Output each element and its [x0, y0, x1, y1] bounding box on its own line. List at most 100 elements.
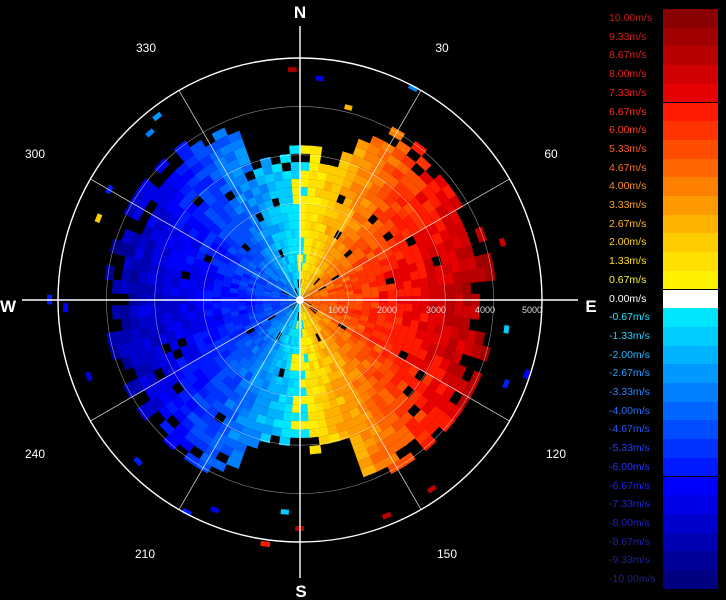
velocity-bin — [262, 164, 274, 176]
velocity-bin — [141, 224, 154, 239]
velocity-bin — [284, 344, 291, 354]
velocity-bin — [441, 325, 453, 339]
velocity-bin — [195, 338, 207, 350]
velocity-bin — [301, 288, 306, 297]
legend-entry: 5.33m/s — [606, 139, 718, 159]
velocity-bin — [370, 302, 380, 309]
velocity-bin — [187, 287, 197, 297]
velocity-bin — [234, 323, 244, 332]
velocity-bin — [414, 429, 431, 445]
velocity-bin — [198, 267, 209, 277]
velocity-bin — [302, 289, 308, 297]
velocity-bin — [419, 277, 429, 288]
velocity-bin — [284, 187, 294, 197]
velocity-bin — [470, 343, 483, 360]
velocity-bin — [168, 339, 180, 352]
velocity-bin — [305, 386, 314, 396]
velocity-bin — [320, 302, 329, 306]
velocity-bin — [293, 203, 301, 213]
velocity-bin — [221, 312, 232, 320]
velocity-bin — [273, 285, 283, 291]
velocity-bin — [194, 418, 209, 432]
velocity-bin — [229, 301, 238, 308]
velocity-bin — [292, 187, 301, 196]
velocity-bin — [466, 329, 478, 345]
legend-label: -10.00m/s — [609, 573, 656, 585]
velocity-bin — [354, 264, 364, 273]
velocity-bin — [272, 418, 284, 429]
velocity-bin — [300, 287, 304, 297]
velocity-bin — [300, 279, 303, 288]
velocity-bin — [178, 376, 192, 391]
velocity-bin — [263, 306, 273, 312]
velocity-bin — [303, 300, 313, 304]
velocity-bin — [264, 308, 273, 314]
velocity-bin — [352, 246, 363, 257]
velocity-bin — [302, 302, 310, 309]
velocity-bin — [278, 333, 285, 342]
velocity-bin — [265, 310, 274, 317]
velocity-bin — [229, 306, 239, 313]
velocity-bin — [335, 167, 348, 179]
velocity-bin — [166, 256, 177, 269]
velocity-bin — [266, 235, 275, 245]
velocity-bin — [299, 395, 308, 405]
velocity-bin — [344, 327, 355, 336]
velocity-bin — [395, 140, 412, 155]
velocity-bin — [157, 332, 169, 346]
velocity-bin — [231, 255, 242, 265]
velocity-bin — [234, 352, 245, 364]
velocity-outlier-bin — [498, 237, 506, 247]
velocity-bin — [305, 319, 310, 328]
velocity-bin — [375, 353, 387, 365]
velocity-bin — [300, 187, 309, 196]
velocity-bin — [199, 154, 215, 168]
velocity-bin — [355, 339, 366, 350]
velocity-bin — [412, 337, 424, 350]
velocity-bin — [292, 311, 297, 320]
velocity-bin — [290, 302, 298, 309]
velocity-bin — [199, 452, 216, 467]
velocity-bin — [249, 429, 262, 441]
velocity-bin — [239, 232, 250, 243]
velocity-bin — [278, 278, 286, 287]
velocity-bin — [208, 437, 224, 452]
velocity-outlier-bin — [181, 507, 192, 517]
legend-entry: -2.00m/s — [606, 345, 718, 365]
legend-label: 2.00m/s — [609, 236, 647, 249]
velocity-bin — [152, 344, 165, 358]
velocity-bin — [419, 170, 435, 186]
legend-entry: -8.00m/s — [606, 513, 718, 533]
velocity-bin — [347, 162, 361, 175]
velocity-bin — [309, 445, 322, 455]
velocity-bin — [304, 362, 310, 371]
velocity-bin — [262, 258, 271, 267]
velocity-bin — [311, 352, 318, 362]
velocity-bin — [390, 418, 405, 433]
velocity-bin — [385, 432, 401, 446]
velocity-bin — [144, 347, 157, 362]
velocity-bin — [329, 296, 338, 300]
velocity-bin — [229, 287, 239, 294]
velocity-bin — [411, 311, 421, 322]
legend-entry: -8.67m/s — [606, 532, 718, 552]
velocity-bin — [180, 319, 191, 330]
velocity-bin — [423, 331, 434, 344]
velocity-bin — [279, 153, 292, 164]
compass-south: S — [295, 582, 306, 600]
velocity-bin — [353, 301, 363, 307]
velocity-bin — [342, 261, 353, 270]
velocity-bin — [266, 181, 278, 192]
legend-swatch — [663, 439, 718, 458]
velocity-bin — [205, 276, 215, 285]
legend-entry: 3.33m/s — [606, 196, 718, 215]
velocity-bin — [228, 230, 240, 242]
velocity-bin — [164, 198, 179, 214]
velocity-bin — [318, 287, 328, 293]
velocity-bin — [367, 275, 378, 284]
velocity-bin — [345, 290, 354, 296]
velocity-bin — [332, 350, 342, 361]
velocity-bin — [338, 269, 348, 278]
velocity-bin — [403, 303, 413, 313]
legend-swatch — [663, 65, 718, 84]
